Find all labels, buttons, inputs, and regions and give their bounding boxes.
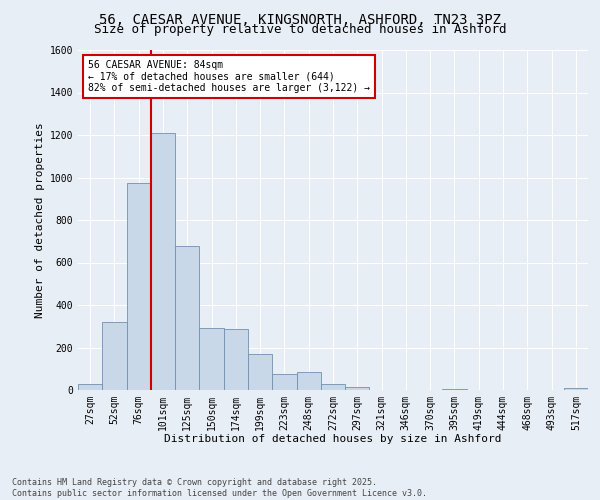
Bar bbox=[175, 246, 199, 390]
Text: Contains HM Land Registry data © Crown copyright and database right 2025.
Contai: Contains HM Land Registry data © Crown c… bbox=[12, 478, 427, 498]
Bar bbox=[321, 384, 345, 390]
Bar bbox=[272, 374, 296, 390]
Bar bbox=[224, 330, 248, 390]
Bar bbox=[102, 322, 127, 390]
X-axis label: Distribution of detached houses by size in Ashford: Distribution of detached houses by size … bbox=[164, 434, 502, 444]
Bar bbox=[442, 389, 467, 390]
Bar bbox=[564, 388, 588, 390]
Bar bbox=[151, 133, 175, 390]
Bar bbox=[296, 372, 321, 390]
Text: Size of property relative to detached houses in Ashford: Size of property relative to detached ho… bbox=[94, 22, 506, 36]
Text: 56 CAESAR AVENUE: 84sqm
← 17% of detached houses are smaller (644)
82% of semi-d: 56 CAESAR AVENUE: 84sqm ← 17% of detache… bbox=[88, 60, 370, 94]
Text: 56, CAESAR AVENUE, KINGSNORTH, ASHFORD, TN23 3PZ: 56, CAESAR AVENUE, KINGSNORTH, ASHFORD, … bbox=[99, 12, 501, 26]
Bar bbox=[248, 354, 272, 390]
Bar bbox=[199, 328, 224, 390]
Y-axis label: Number of detached properties: Number of detached properties bbox=[35, 122, 46, 318]
Bar bbox=[78, 384, 102, 390]
Bar bbox=[345, 387, 370, 390]
Bar bbox=[127, 183, 151, 390]
